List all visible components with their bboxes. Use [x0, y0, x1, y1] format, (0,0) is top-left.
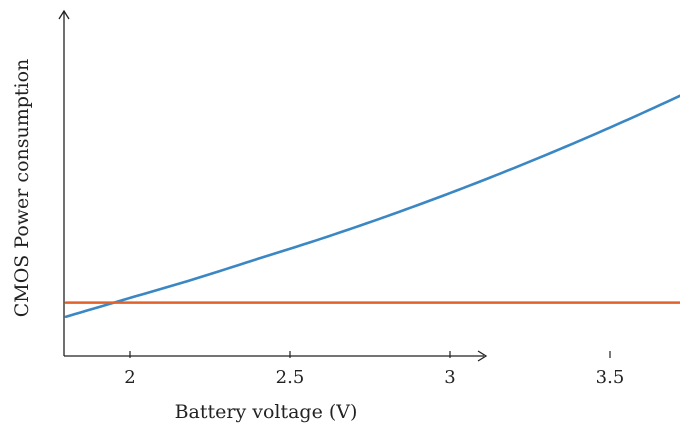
x-tick-label: 3: [444, 367, 455, 388]
x-tick-label: 2.5: [276, 367, 305, 388]
series-group: [64, 94, 680, 318]
x-axis-arrow: [477, 350, 488, 362]
series-line-1: [64, 94, 680, 318]
x-tick-label: 2: [124, 367, 135, 388]
axes: [58, 9, 488, 362]
x-ticks: 22.533.54: [124, 351, 625, 388]
y-axis-arrow: [58, 9, 70, 20]
y-axis-label: CMOS Power consumption: [11, 59, 33, 318]
x-tick-label: 3.5: [596, 367, 625, 388]
x-axis-label: Battery voltage (V): [175, 401, 358, 423]
